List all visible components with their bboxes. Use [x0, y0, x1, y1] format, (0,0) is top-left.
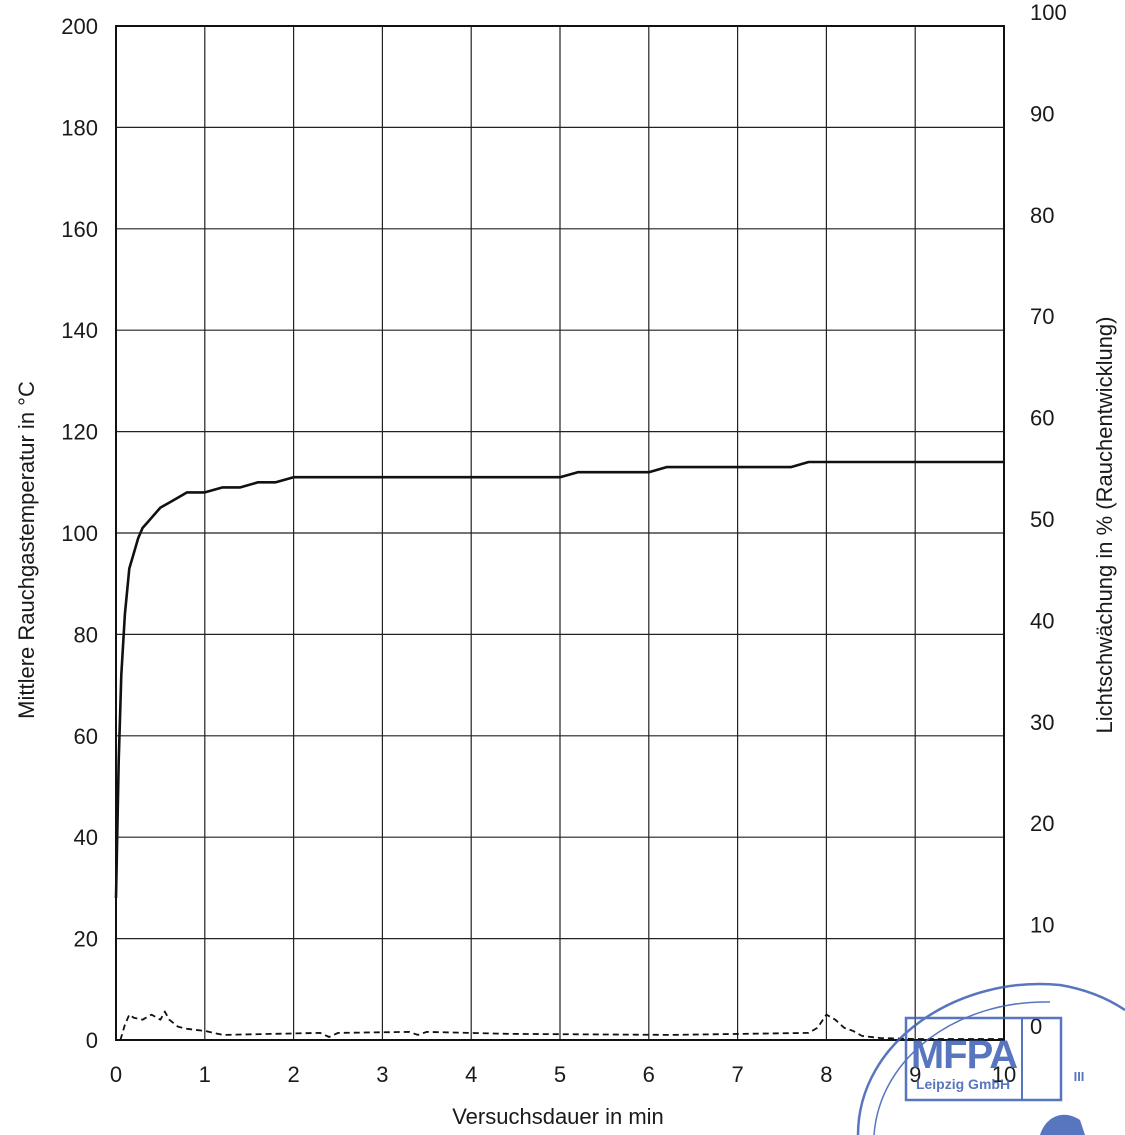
x-tick-label: 10 — [992, 1062, 1016, 1087]
x-tick-label: 6 — [643, 1062, 655, 1087]
y-left-tick-label: 180 — [61, 115, 98, 140]
x-axis-label: Versuchsdauer in min — [452, 1104, 664, 1129]
x-tick-label: 5 — [554, 1062, 566, 1087]
y-left-tick-label: 40 — [74, 825, 98, 850]
x-tick-label: 9 — [909, 1062, 921, 1087]
stamp-seal-arc-inner — [873, 1001, 1051, 1135]
x-tick-label: 7 — [731, 1062, 743, 1087]
y-right-tick-label: 80 — [1030, 203, 1054, 228]
y-right-tick-label: 40 — [1030, 608, 1054, 633]
grid-lines — [115, 25, 1005, 1041]
y-left-tick-label: 100 — [61, 521, 98, 546]
y-axis-label-right: Lichtschwächung in % (Rauchentwicklung) — [1092, 317, 1117, 734]
x-tick-label: 8 — [820, 1062, 832, 1087]
y-right-tick-label: 100 — [1030, 0, 1067, 25]
y-left-tick-label: 20 — [74, 927, 98, 952]
y-axis-label-left: Mittlere Rauchgastemperatur in °C — [14, 381, 39, 719]
stamp-logo: MFPA — [911, 1033, 1017, 1077]
x-tick-label: 4 — [465, 1062, 477, 1087]
series-line-temperature — [114, 460, 1004, 899]
stamp-box — [904, 1016, 1063, 1102]
x-tick-labels: 0 1 2 3 4 5 6 7 8 9 10 — [110, 1062, 1016, 1087]
y-right-tick-labels: 0 10 20 30 40 50 60 70 80 90 100 — [1030, 0, 1067, 1039]
stamp-subtext: Leipzig GmbH — [916, 1076, 1010, 1092]
y-right-tick-label: 70 — [1030, 304, 1054, 329]
y-left-tick-label: 160 — [61, 217, 98, 242]
y-left-tick-label: 0 — [86, 1028, 98, 1053]
y-right-tick-label: 30 — [1030, 710, 1054, 735]
mfpa-stamp: MFPA Leipzig GmbH III — [856, 982, 1125, 1135]
stamp-side-text: III — [1074, 1069, 1085, 1084]
x-tick-label: 2 — [287, 1062, 299, 1087]
stamp-seal-arc — [856, 982, 1125, 1135]
plot-frame — [115, 25, 1005, 1041]
y-left-tick-label: 140 — [61, 318, 98, 343]
y-left-tick-label: 80 — [74, 622, 98, 647]
y-left-tick-labels: 0 20 40 60 80 100 120 140 160 180 200 — [61, 14, 98, 1053]
y-left-tick-label: 200 — [61, 14, 98, 39]
y-left-tick-label: 120 — [61, 420, 98, 445]
y-right-tick-label: 90 — [1030, 101, 1054, 126]
series-line-light-attenuation — [119, 1010, 1004, 1041]
y-right-tick-label: 50 — [1030, 507, 1054, 532]
y-right-tick-label: 10 — [1030, 913, 1054, 938]
y-left-tick-label: 60 — [74, 724, 98, 749]
x-tick-label: 3 — [376, 1062, 388, 1087]
series-layer — [114, 460, 1004, 1041]
y-right-tick-label: 60 — [1030, 406, 1054, 431]
stamp-seal-blot — [1040, 1114, 1085, 1135]
y-right-tick-label: 0 — [1030, 1014, 1042, 1039]
x-tick-label: 1 — [199, 1062, 211, 1087]
x-tick-label: 0 — [110, 1062, 122, 1087]
y-right-tick-label: 20 — [1030, 811, 1054, 836]
